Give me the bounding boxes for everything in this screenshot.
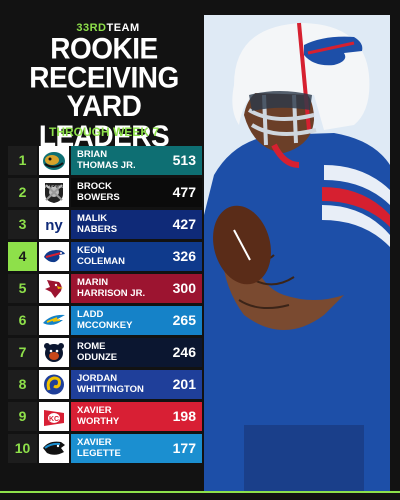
player-name: BRIAN THOMAS JR. (77, 149, 136, 171)
bottom-accent-line (0, 491, 400, 493)
title-line: ROOKIE (50, 32, 158, 65)
player-name: MARIN HARRISON JR. (77, 277, 146, 299)
rank-badge: 8 (8, 370, 37, 399)
panthers-logo-icon (39, 434, 69, 463)
title-line: RECEIVING (29, 61, 179, 94)
leader-bar: XAVIER WORTHY 198 (71, 402, 202, 431)
leader-bar: XAVIER LEGETTE 177 (71, 434, 202, 463)
leader-bar: LADD McCONKEY 265 (71, 306, 202, 335)
jaguars-logo-icon (39, 146, 69, 175)
yards-value: 198 (172, 408, 196, 424)
player-name: ROME ODUNZE (77, 341, 118, 363)
brand-logo: 33RDTEAM (76, 22, 140, 34)
leader-bar: BRIAN THOMAS JR. 513 (71, 146, 202, 175)
player-name: BROCK BOWERS (77, 181, 120, 203)
player-name: LADD McCONKEY (77, 309, 133, 331)
bills-logo-icon (39, 242, 69, 271)
chargers-logo-icon (39, 306, 69, 335)
rank-badge: 9 (8, 402, 37, 431)
yards-value: 246 (172, 344, 196, 360)
yards-value: 427 (172, 216, 196, 232)
rank-badge: 1 (8, 146, 37, 175)
yards-value: 300 (172, 280, 196, 296)
yards-value: 477 (172, 184, 196, 200)
rank-badge: 2 (8, 178, 37, 207)
leader-row: 3 ny MALIK NABERS 427 (8, 210, 202, 239)
leader-bar: KEON COLEMAN 326 (71, 242, 202, 271)
giants-logo-icon: ny (39, 210, 69, 239)
svg-text:ny: ny (45, 217, 63, 234)
leader-row: 7 ROME ODUNZE 246 (8, 338, 202, 367)
leader-bar: JORDAN WHITTINGTON 201 (71, 370, 202, 399)
leader-row: 1 BRIAN THOMAS JR. 513 (8, 146, 202, 175)
yards-value: 265 (172, 312, 196, 328)
leader-row: 8 JORDAN WHITTINGTON 201 (8, 370, 202, 399)
player-illustration (204, 15, 390, 491)
player-name: JORDAN WHITTINGTON (77, 373, 144, 395)
title-line: YARD LEADERS (38, 89, 170, 153)
player-name: XAVIER WORTHY (77, 405, 120, 427)
leader-bar: MALIK NABERS 427 (71, 210, 202, 239)
leader-bar: ROME ODUNZE 246 (71, 338, 202, 367)
rams-logo-icon (39, 370, 69, 399)
subtitle: THROUGH WEEK 7 (48, 125, 159, 139)
yards-value: 326 (172, 248, 196, 264)
chiefs-logo-icon: KC (39, 402, 69, 431)
rank-badge: 3 (8, 210, 37, 239)
yards-value: 513 (172, 152, 196, 168)
rank-badge: 7 (8, 338, 37, 367)
yards-value: 201 (172, 376, 196, 392)
leader-bar: MARIN HARRISON JR. 300 (71, 274, 202, 303)
bears-logo-icon (39, 338, 69, 367)
leader-row: 9 KC XAVIER WORTHY 198 (8, 402, 202, 431)
player-name: KEON COLEMAN (77, 245, 126, 267)
rank-badge: 4 (8, 242, 37, 271)
player-photo (204, 15, 390, 491)
player-name: MALIK NABERS (77, 213, 118, 235)
yards-value: 177 (172, 440, 196, 456)
cardinals-logo-icon (39, 274, 69, 303)
rank-badge: 5 (8, 274, 37, 303)
rank-badge: 10 (8, 434, 37, 463)
raiders-logo-icon: RAIDERS (39, 178, 69, 207)
rank-badge: 6 (8, 306, 37, 335)
leader-row: 10 XAVIER LEGETTE 177 (8, 434, 202, 463)
leader-row: 5 MARIN HARRISON JR. 300 (8, 274, 202, 303)
leader-row: 6 LADD McCONKEY 265 (8, 306, 202, 335)
page-title: ROOKIE RECEIVING YARD LEADERS (10, 32, 198, 153)
leader-row: 2 RAIDERS BROCK BOWERS 477 (8, 178, 202, 207)
svg-text:RAIDERS: RAIDERS (45, 184, 63, 189)
svg-text:KC: KC (49, 416, 59, 423)
leader-bar: BROCK BOWERS 477 (71, 178, 202, 207)
leader-row: 4 KEON COLEMAN 326 (8, 242, 202, 271)
player-name: XAVIER LEGETTE (77, 437, 121, 459)
